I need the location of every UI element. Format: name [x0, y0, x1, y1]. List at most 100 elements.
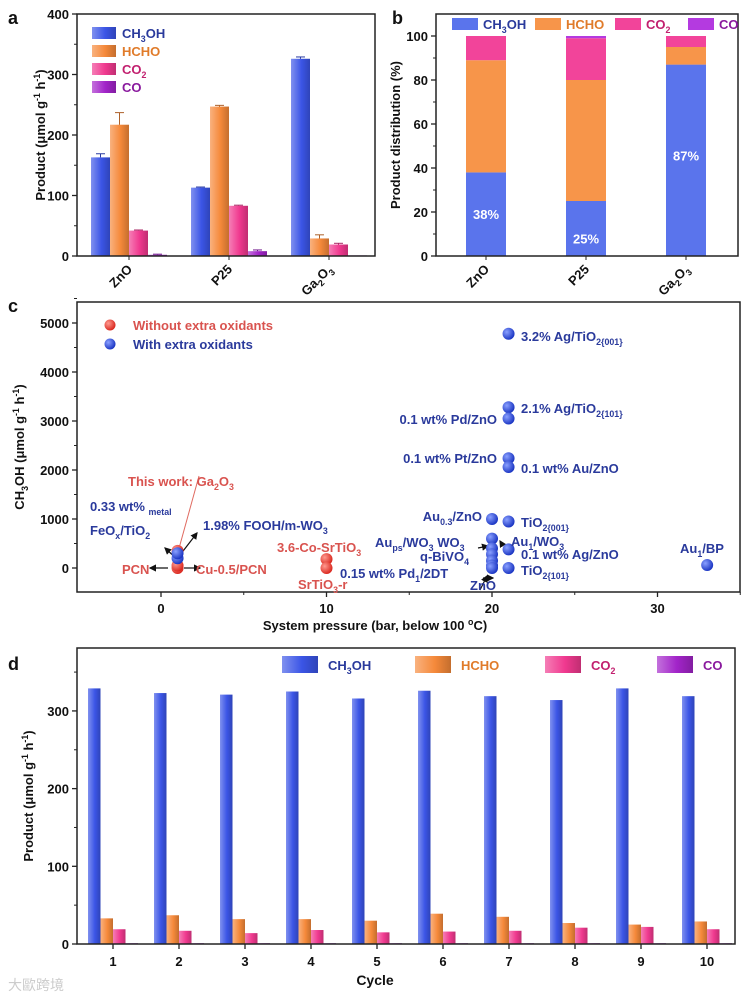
annotation-arrow — [477, 543, 490, 551]
point-annotation: ZnO — [470, 578, 496, 593]
bar — [682, 696, 695, 944]
stacked-bar-segment — [666, 47, 706, 65]
y-tick-label: 1000 — [40, 512, 69, 527]
point-annotation: 3.2% Ag/TiO2{001} — [521, 329, 623, 347]
x-tick-label: 3 — [241, 954, 248, 969]
y-tick-label: 0 — [62, 249, 69, 264]
bar — [179, 930, 192, 944]
y-tick-label: 3000 — [40, 414, 69, 429]
x-tick-label: 1 — [109, 954, 116, 969]
bar — [154, 693, 167, 944]
y-tick-label: 100 — [47, 189, 69, 204]
legend-swatch — [92, 63, 116, 75]
legend-label: HCHO — [566, 17, 604, 32]
scatter-point-with-oxidants — [486, 532, 498, 545]
x-tick-label: ZnO — [463, 262, 492, 291]
stacked-bar-segment — [566, 201, 606, 256]
bar — [100, 918, 113, 944]
legend-swatch — [92, 45, 116, 57]
y-tick-label: 0 — [62, 937, 69, 952]
stacked-bar-segment — [666, 64, 706, 256]
legend-label: Without extra oxidants — [133, 318, 273, 333]
y-tick-label: 200 — [47, 128, 69, 143]
y-tick-label: 4000 — [40, 365, 69, 380]
x-tick-label: 30 — [650, 601, 664, 616]
x-tick-label: 10 — [700, 954, 714, 969]
bar — [166, 915, 179, 944]
point-annotation: q-BiVO4 — [420, 549, 469, 567]
legend-label: CH3OH — [483, 17, 526, 35]
point-annotation: TiO2{101} — [521, 563, 570, 581]
scatter-point-with-oxidants — [502, 562, 515, 574]
bar — [628, 924, 641, 944]
point-annotation: 2.1% Ag/TiO2{101} — [521, 401, 623, 419]
x-tick-label: P25 — [208, 262, 235, 289]
bar — [418, 690, 431, 944]
stacked-bar-segment — [466, 60, 506, 173]
plot-frame-a — [76, 13, 376, 257]
panel-letter: b — [392, 8, 403, 28]
plot-frame-d — [76, 647, 736, 945]
x-tick-label: 9 — [637, 954, 644, 969]
bar — [210, 106, 229, 256]
point-annotation: SrTiO3-r — [298, 577, 347, 595]
bar — [364, 920, 377, 944]
bar — [509, 930, 522, 944]
bar — [575, 927, 588, 944]
x-axis-label: Cycle — [356, 972, 394, 988]
scatter-point-with-oxidants — [486, 513, 498, 525]
scatter-point-with-oxidants — [502, 461, 515, 474]
stacked-bar-segment — [566, 38, 606, 80]
y-tick-label: 100 — [47, 859, 69, 874]
legend-swatch — [615, 18, 641, 30]
x-tick-label: 8 — [571, 954, 578, 969]
panel-letter: c — [8, 296, 18, 316]
bar — [191, 187, 210, 256]
legend-label: HCHO — [122, 44, 160, 59]
y-tick-label: 5000 — [40, 316, 69, 331]
y-tick-label: 200 — [47, 782, 69, 797]
scatter-point-without-oxidants — [320, 562, 333, 574]
scatter-point-with-oxidants — [701, 559, 714, 572]
bar — [550, 700, 563, 944]
point-annotation: 0.1 wt% Au/ZnO — [521, 461, 619, 476]
scatter-point-with-oxidants — [502, 515, 515, 528]
stacked-bar-segment — [466, 172, 506, 256]
scatter-point-with-oxidants — [486, 562, 498, 574]
data-label: 87% — [673, 148, 699, 163]
point-annotation: 0.1 wt% Ag/ZnO — [521, 547, 619, 562]
bar — [88, 688, 101, 944]
x-tick-label: 2 — [175, 954, 182, 969]
scatter-point-with-oxidants — [502, 327, 515, 340]
scatter-point-with-oxidants — [502, 412, 515, 425]
watermark: 大歐跨境 — [8, 978, 64, 994]
bar — [484, 696, 497, 944]
bar — [694, 921, 707, 944]
data-label: 38% — [473, 207, 499, 222]
y-axis-label: CH3OH (μmol g-1 h-1) — [11, 384, 30, 509]
legend-swatch — [545, 656, 581, 673]
point-annotation: 0.1 wt% Pd/ZnO — [399, 412, 497, 427]
x-tick-label: 20 — [485, 601, 499, 616]
legend-label: HCHO — [461, 658, 499, 673]
legend-swatch — [92, 27, 116, 39]
bar — [220, 694, 233, 944]
point-annotation: PCN — [122, 562, 149, 577]
bar — [110, 124, 129, 256]
stacked-bar-segment — [666, 36, 706, 47]
legend-label: CO — [122, 80, 142, 95]
legend-marker — [104, 338, 116, 350]
bar — [291, 58, 310, 256]
this-work-pointer-line — [177, 475, 200, 553]
bar — [248, 251, 267, 256]
legend-swatch — [657, 656, 693, 673]
point-annotation: Au1/BP — [680, 541, 724, 559]
stacked-bar-segment — [466, 36, 506, 61]
point-annotation: Au1/WO3 — [511, 534, 564, 552]
y-tick-label: 100 — [406, 29, 428, 44]
legend-marker — [104, 319, 116, 331]
point-annotation: Cu-0.5/PCN — [196, 562, 267, 577]
scatter-point-with-oxidants — [171, 547, 184, 560]
bar — [496, 916, 509, 944]
